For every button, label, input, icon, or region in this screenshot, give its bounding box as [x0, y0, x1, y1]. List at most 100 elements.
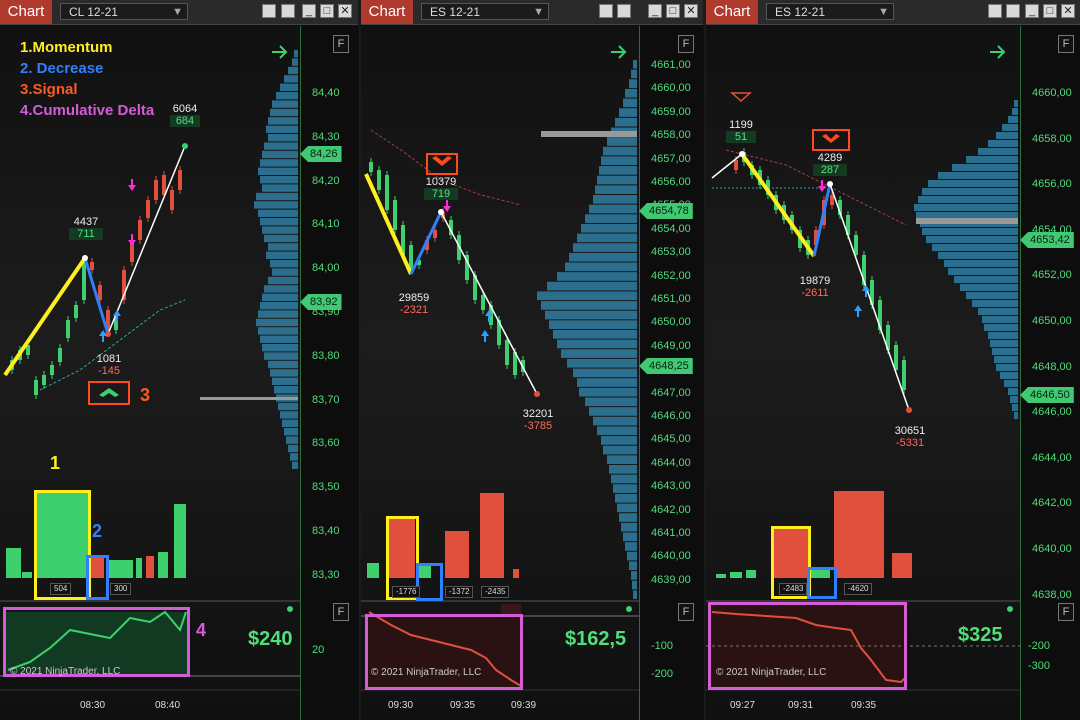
volume-profile-bar [922, 188, 1018, 195]
volume-profile-bar [615, 117, 637, 127]
signal-arrow [862, 285, 870, 291]
indicator-tick: -200 [1028, 640, 1051, 652]
price-axis[interactable] [300, 26, 359, 720]
volume-profile-bar [266, 125, 298, 133]
maximize-button[interactable]: □ [320, 4, 334, 18]
close-button[interactable]: ✕ [684, 4, 698, 18]
f-button[interactable]: F [678, 35, 694, 53]
other-price-tag: 4646,50 [1020, 387, 1074, 403]
maximize-button[interactable]: □ [1043, 4, 1057, 18]
volume-bar [746, 570, 756, 578]
volume-profile-bar [258, 167, 298, 175]
volume-profile-bar [623, 98, 637, 108]
volume-bar [22, 572, 32, 578]
volume-profile-bar [948, 268, 1018, 275]
volume-profile-bar [914, 204, 1018, 211]
volume-profile-bar [288, 66, 298, 75]
volume-profile-bar [603, 146, 637, 156]
swing-point [438, 209, 444, 215]
time-label: 08:30 [80, 700, 106, 711]
volume-profile-bar [577, 233, 637, 243]
price-tick: 4638,00 [1032, 588, 1072, 601]
maximize-button[interactable]: □ [666, 4, 680, 18]
candle [846, 215, 850, 235]
volume-bar [108, 560, 133, 578]
signal-arrow [818, 186, 826, 192]
volume-profile-bar [581, 223, 637, 233]
buy-signal-icon [99, 388, 119, 397]
candle [385, 175, 389, 210]
momentum-line [364, 173, 413, 275]
price-tick: 4650,00 [651, 316, 691, 329]
candle [98, 285, 102, 300]
momentum-highlight [34, 490, 91, 600]
price-tick: 4651,00 [651, 293, 691, 305]
volume-profile-bar [585, 214, 637, 223]
price-tick: 4652,00 [651, 269, 691, 282]
restore-icon[interactable] [599, 4, 613, 18]
sell-signal-marker [426, 153, 458, 175]
restore-icon[interactable] [262, 4, 276, 18]
volume-profile-bar [623, 532, 637, 542]
indicator-tick: -200 [651, 668, 674, 680]
candle [513, 352, 517, 375]
volume-profile-bar [573, 243, 637, 252]
minimize-button[interactable]: _ [302, 4, 316, 18]
candle [902, 360, 906, 390]
volume-profile-bar [272, 377, 298, 385]
candle [90, 262, 94, 270]
volume-profile-bar [990, 340, 1018, 347]
volume-profile-bar [256, 192, 298, 201]
f-button[interactable]: F [1058, 35, 1074, 53]
chart-window-3: Chart ES 12-21 ▼ _ □ ✕ 4660,00 4658,00 4656… [706, 0, 1080, 720]
signal-line [711, 153, 743, 179]
instrument-selector[interactable]: ES 12-21 ▼ [766, 3, 894, 20]
volume-profile-bar [988, 140, 1018, 147]
price-tick: 83,30 [312, 568, 340, 581]
price-tick: 83,40 [312, 525, 340, 537]
volume-profile-bar [284, 75, 298, 83]
f-button-indicator[interactable]: F [678, 603, 694, 621]
tile-icon[interactable] [281, 4, 295, 18]
tile-icon[interactable] [617, 4, 631, 18]
volume-profile-bar [278, 402, 298, 411]
copyright: © 2021 NinjaTrader, LLC [716, 667, 827, 678]
volume-profile-bar [926, 236, 1018, 243]
volume-profile-bar [609, 465, 637, 474]
chart-tab[interactable]: Chart [706, 0, 758, 24]
f-button-indicator[interactable]: F [1058, 603, 1074, 621]
volume-profile-bar [260, 176, 298, 184]
instrument-selector[interactable]: ES 12-21 ▼ [421, 3, 549, 20]
price-tick: 4660,00 [1032, 87, 1072, 99]
volume-profile-bar [984, 324, 1018, 331]
signal-arrow [128, 240, 136, 246]
chart-tab[interactable]: Chart [0, 0, 52, 24]
triangle-down-icon [730, 92, 752, 103]
tile-icon[interactable] [1006, 4, 1020, 18]
title-bar: Chart ES 12-21 ▼ _ □ ✕ [706, 0, 1080, 25]
swing-point [739, 151, 745, 157]
chart-window-1: Chart CL 12-21 ▼ _ □ ✕ 84,40 84,30 84,20 84,… [0, 0, 359, 720]
chart-tab[interactable]: Chart [361, 0, 413, 24]
signal-line [829, 183, 910, 411]
volume-profile-bar [954, 276, 1018, 283]
legend-cumulative-delta: 4.Cumulative Delta [20, 102, 155, 119]
swing-point [534, 391, 540, 397]
close-button[interactable]: ✕ [1061, 4, 1075, 18]
cumulative-delta-highlight [3, 607, 190, 677]
volume-profile-bar [619, 513, 637, 522]
price-tick: 4648,00 [1032, 360, 1072, 373]
minimize-button[interactable]: _ [648, 4, 662, 18]
candle [146, 200, 150, 218]
candle [838, 200, 842, 215]
price-tick: 84,20 [312, 174, 340, 187]
f-button[interactable]: F [333, 35, 349, 53]
restore-icon[interactable] [988, 4, 1002, 18]
volume-bar [730, 572, 742, 578]
volume-bar [6, 548, 21, 578]
f-button-indicator[interactable]: F [333, 603, 349, 621]
instrument-selector[interactable]: CL 12-21 ▼ [60, 3, 188, 20]
minimize-button[interactable]: _ [1025, 4, 1039, 18]
candle [433, 230, 437, 238]
close-button[interactable]: ✕ [338, 4, 352, 18]
